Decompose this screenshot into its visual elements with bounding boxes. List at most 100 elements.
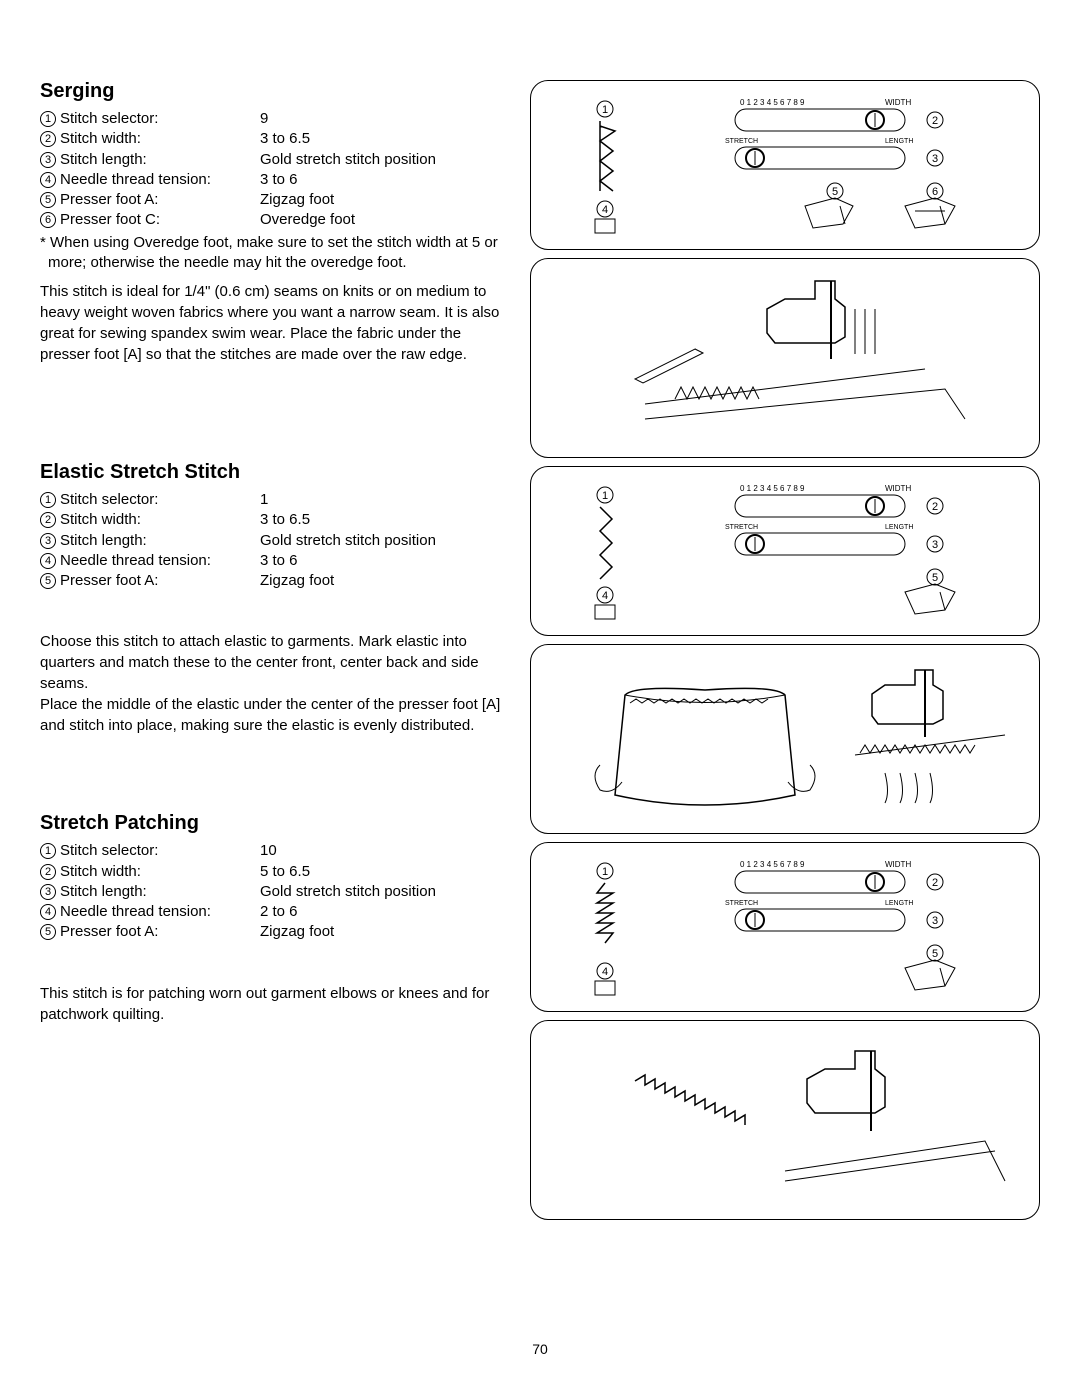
setting-value: Zigzag foot (260, 571, 510, 591)
svg-text:3: 3 (932, 153, 938, 165)
setting-label: Stitch selector: (60, 110, 158, 127)
svg-text:0 1 2 3 4 5 6 7 8 9: 0 1 2 3 4 5 6 7 8 9 (740, 98, 805, 107)
svg-text:5: 5 (932, 948, 938, 960)
setting-value: 10 (260, 841, 510, 861)
setting-row: 3Stitch length: Gold stretch stitch posi… (40, 882, 510, 902)
setting-value: 3 to 6.5 (260, 129, 510, 149)
svg-text:STRETCH: STRETCH (725, 900, 758, 907)
setting-label: Presser foot A: (60, 572, 158, 589)
circled-number: 5 (40, 924, 56, 940)
circled-number: 4 (40, 553, 56, 569)
svg-text:STRETCH: STRETCH (725, 524, 758, 531)
setting-value: Gold stretch stitch position (260, 531, 510, 551)
paragraph: This stitch is ideal for 1/4" (0.6 cm) s… (40, 281, 510, 365)
svg-text:3: 3 (932, 539, 938, 551)
paragraph: This stitch is for patching worn out gar… (40, 983, 510, 1025)
svg-text:WIDTH: WIDTH (885, 484, 911, 493)
setting-label: Stitch width: (60, 863, 141, 880)
svg-text:1: 1 (602, 104, 608, 116)
setting-label: Presser foot C: (60, 211, 160, 228)
circled-number: 4 (40, 172, 56, 188)
heading-elastic: Elastic Stretch Stitch (40, 461, 510, 484)
section-patching: Stretch Patching 1Stitch selector: 10 2S… (40, 812, 510, 1024)
svg-text:2: 2 (932, 877, 938, 889)
setting-value: 3 to 6 (260, 170, 510, 190)
setting-label: Stitch length: (60, 883, 147, 900)
setting-value: 1 (260, 490, 510, 510)
setting-row: 4Needle thread tension: 3 to 6 (40, 551, 510, 571)
circled-number: 4 (40, 904, 56, 920)
section-serging: Serging 1Stitch selector: 9 2Stitch widt… (40, 80, 510, 365)
setting-row: 1Stitch selector: 1 (40, 490, 510, 510)
setting-row: 5Presser foot A: Zigzag foot (40, 190, 510, 210)
svg-text:STRETCH: STRETCH (725, 138, 758, 145)
setting-label: Presser foot A: (60, 191, 158, 208)
svg-text:2: 2 (932, 501, 938, 513)
setting-row: 4Needle thread tension: 2 to 6 (40, 902, 510, 922)
circled-number: 1 (40, 111, 56, 127)
svg-text:0 1 2 3 4 5 6 7 8 9: 0 1 2 3 4 5 6 7 8 9 (740, 484, 805, 493)
setting-label: Stitch width: (60, 511, 141, 528)
svg-text:5: 5 (932, 572, 938, 584)
setting-label: Stitch length: (60, 532, 147, 549)
setting-value: 9 (260, 109, 510, 129)
setting-row: 2Stitch width: 3 to 6.5 (40, 129, 510, 149)
diagram-column: 1 4 0 1 2 3 4 5 6 7 8 9 WIDTH 2 STRETCH … (530, 80, 1040, 1220)
svg-text:5: 5 (832, 186, 838, 198)
circled-number: 6 (40, 212, 56, 228)
heading-patching: Stretch Patching (40, 812, 510, 835)
paragraph: Choose this stitch to attach elastic to … (40, 631, 510, 736)
setting-value: 3 to 6 (260, 551, 510, 571)
setting-value: Zigzag foot (260, 190, 510, 210)
heading-serging: Serging (40, 80, 510, 103)
circled-number: 2 (40, 131, 56, 147)
page-number: 70 (532, 1341, 548, 1357)
svg-text:4: 4 (602, 966, 608, 978)
circled-number: 2 (40, 512, 56, 528)
circled-number: 3 (40, 884, 56, 900)
setting-row: 4Needle thread tension: 3 to 6 (40, 170, 510, 190)
svg-text:WIDTH: WIDTH (885, 98, 911, 107)
circled-number: 3 (40, 152, 56, 168)
diagram-serging-controls: 1 4 0 1 2 3 4 5 6 7 8 9 WIDTH 2 STRETCH … (530, 80, 1040, 250)
diagram-serging-sewing (530, 258, 1040, 458)
setting-value: 5 to 6.5 (260, 862, 510, 882)
svg-text:0 1 2 3 4 5 6 7 8 9: 0 1 2 3 4 5 6 7 8 9 (740, 860, 805, 869)
svg-text:1: 1 (602, 866, 608, 878)
circled-number: 2 (40, 864, 56, 880)
circled-number: 1 (40, 492, 56, 508)
text-column: Serging 1Stitch selector: 9 2Stitch widt… (40, 80, 510, 1220)
setting-label: Stitch length: (60, 151, 147, 168)
setting-row: 3Stitch length: Gold stretch stitch posi… (40, 150, 510, 170)
setting-row: 3Stitch length: Gold stretch stitch posi… (40, 531, 510, 551)
svg-text:LENGTH: LENGTH (885, 138, 913, 145)
svg-text:4: 4 (602, 590, 608, 602)
footnote: * When using Overedge foot, make sure to… (40, 233, 510, 274)
section-elastic: Elastic Stretch Stitch 1Stitch selector:… (40, 461, 510, 736)
setting-row: 1Stitch selector: 10 (40, 841, 510, 861)
svg-text:2: 2 (932, 115, 938, 127)
svg-text:WIDTH: WIDTH (885, 860, 911, 869)
setting-label: Needle thread tension: (60, 171, 211, 188)
svg-text:LENGTH: LENGTH (885, 900, 913, 907)
setting-label: Presser foot A: (60, 923, 158, 940)
setting-row: 1Stitch selector: 9 (40, 109, 510, 129)
svg-text:4: 4 (602, 204, 608, 216)
circled-number: 3 (40, 533, 56, 549)
diagram-patching-controls: 1 4 0 1 2 3 4 5 6 7 8 9 WIDTH 2 STRETCH … (530, 842, 1040, 1012)
circled-number: 5 (40, 573, 56, 589)
setting-row: 2Stitch width: 3 to 6.5 (40, 510, 510, 530)
setting-row: 5Presser foot A: Zigzag foot (40, 571, 510, 591)
setting-label: Needle thread tension: (60, 552, 211, 569)
setting-label: Stitch width: (60, 130, 141, 147)
diagram-patching-sewing (530, 1020, 1040, 1220)
setting-value: Zigzag foot (260, 922, 510, 942)
diagram-elastic-sewing (530, 644, 1040, 834)
setting-label: Needle thread tension: (60, 903, 211, 920)
setting-row: 2Stitch width: 5 to 6.5 (40, 862, 510, 882)
svg-text:LENGTH: LENGTH (885, 524, 913, 531)
setting-label: Stitch selector: (60, 491, 158, 508)
diagram-elastic-controls: 1 4 0 1 2 3 4 5 6 7 8 9 WIDTH 2 STRETCH … (530, 466, 1040, 636)
setting-value: 2 to 6 (260, 902, 510, 922)
setting-value: Gold stretch stitch position (260, 882, 510, 902)
